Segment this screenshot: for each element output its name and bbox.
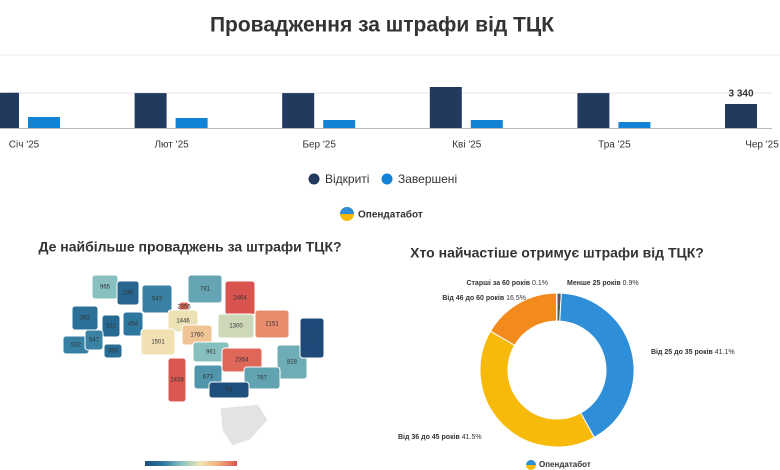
slice-label: Від 46 до 60 років 16.5% [442, 294, 526, 302]
region [71, 305, 99, 331]
x-tick-label: Чер '25 [745, 140, 779, 151]
donut-slice [559, 292, 635, 439]
region [141, 284, 173, 314]
bar [28, 116, 60, 128]
region [221, 347, 263, 373]
slice-value: 41.1% [715, 349, 735, 356]
slice-name: Старші за 60 років [466, 279, 530, 287]
bar [618, 122, 651, 128]
region-label: 54 [226, 388, 233, 394]
logo: Опендатабот [526, 460, 591, 470]
region [167, 357, 187, 403]
region-label: 392 [80, 316, 91, 322]
logo: Опендатабот [340, 207, 423, 221]
region-label: 2464 [233, 296, 247, 302]
slice-name: Від 46 до 60 років [442, 294, 505, 302]
crimea [219, 403, 269, 447]
region [84, 329, 104, 351]
region-label: 1760 [190, 333, 204, 339]
region [116, 280, 140, 306]
slice-name: Менше 25 років [567, 279, 621, 287]
region [299, 317, 325, 359]
region-label: 828 [287, 360, 298, 366]
x-tick-label: Лют '25 [154, 140, 189, 151]
logo-text: Опендатабот [358, 209, 423, 221]
color-scale [145, 461, 237, 466]
bar [725, 103, 757, 128]
region-label: 286 [123, 291, 134, 297]
bar [323, 120, 356, 128]
bar [429, 87, 462, 128]
region-label: 965 [100, 285, 111, 291]
region-label: 781 [200, 287, 211, 293]
data-label: 3 340 [728, 89, 753, 100]
map-title: Де найбільше проваджень за штрафи ТЦК? [38, 239, 341, 255]
bar [577, 93, 610, 128]
bar [470, 120, 503, 128]
slice-value: 0.9% [623, 280, 639, 287]
slice-name: Від 36 до 45 років [398, 433, 461, 441]
slice-label: Від 36 до 45 років 41.5% [398, 433, 482, 441]
region [217, 313, 255, 339]
region-label: 547 [89, 338, 100, 344]
slice-value: 16.5% [506, 295, 526, 302]
bar [0, 92, 19, 128]
region-label: 2151 [265, 322, 279, 328]
slice-value: 0.1% [532, 280, 548, 287]
region-label: 543 [152, 297, 163, 303]
region [122, 311, 144, 337]
donut-title: Хто найчастіше отримує штрафи від ТЦК? [410, 245, 704, 261]
region [208, 381, 250, 399]
slice-value: 41.5% [462, 434, 482, 441]
legend-marker [381, 173, 393, 185]
region [243, 366, 281, 390]
legend-label: Завершені [398, 172, 457, 186]
bar [175, 118, 208, 128]
region [254, 309, 290, 339]
bar [282, 93, 315, 128]
region [103, 343, 123, 359]
slice-label: Менше 25 років 0.9% [567, 279, 639, 287]
region [140, 328, 176, 356]
region-label: 322 [106, 324, 117, 330]
region-label: 1300 [229, 324, 243, 330]
slice-name: Від 25 до 35 років [651, 348, 714, 356]
slice-label: Від 25 до 35 років 41.1% [651, 348, 735, 356]
legend-label: Відкриті [325, 172, 369, 186]
region-label: 2 [310, 336, 314, 342]
slice-label: Старші за 60 років 0.1% [466, 279, 548, 287]
region-label: 2356 [177, 305, 191, 311]
logo-text: Опендатабот [539, 460, 591, 469]
region-label: 767 [257, 376, 268, 382]
region [187, 274, 223, 304]
donut-slice [479, 330, 595, 448]
legend-marker [308, 173, 320, 185]
x-tick-label: Тра '25 [598, 140, 631, 151]
region-label: 454 [128, 322, 139, 328]
region-label: 673 [203, 375, 214, 381]
region [101, 314, 121, 338]
bar [134, 93, 167, 128]
region-label: 2438 [170, 378, 184, 384]
region-label: 350 [108, 349, 119, 355]
x-tick-label: Січ '25 [9, 140, 40, 151]
region-label: 1446 [176, 319, 190, 325]
x-tick-label: Бер '25 [302, 140, 336, 151]
region-label: 961 [206, 350, 217, 356]
region-label: 2354 [235, 358, 249, 364]
x-tick-label: Кві '25 [452, 140, 482, 151]
region-label: 532 [71, 343, 82, 349]
page-title: Провадження за штрафи від ТЦК [210, 14, 554, 37]
region-label: 1501 [151, 340, 165, 346]
